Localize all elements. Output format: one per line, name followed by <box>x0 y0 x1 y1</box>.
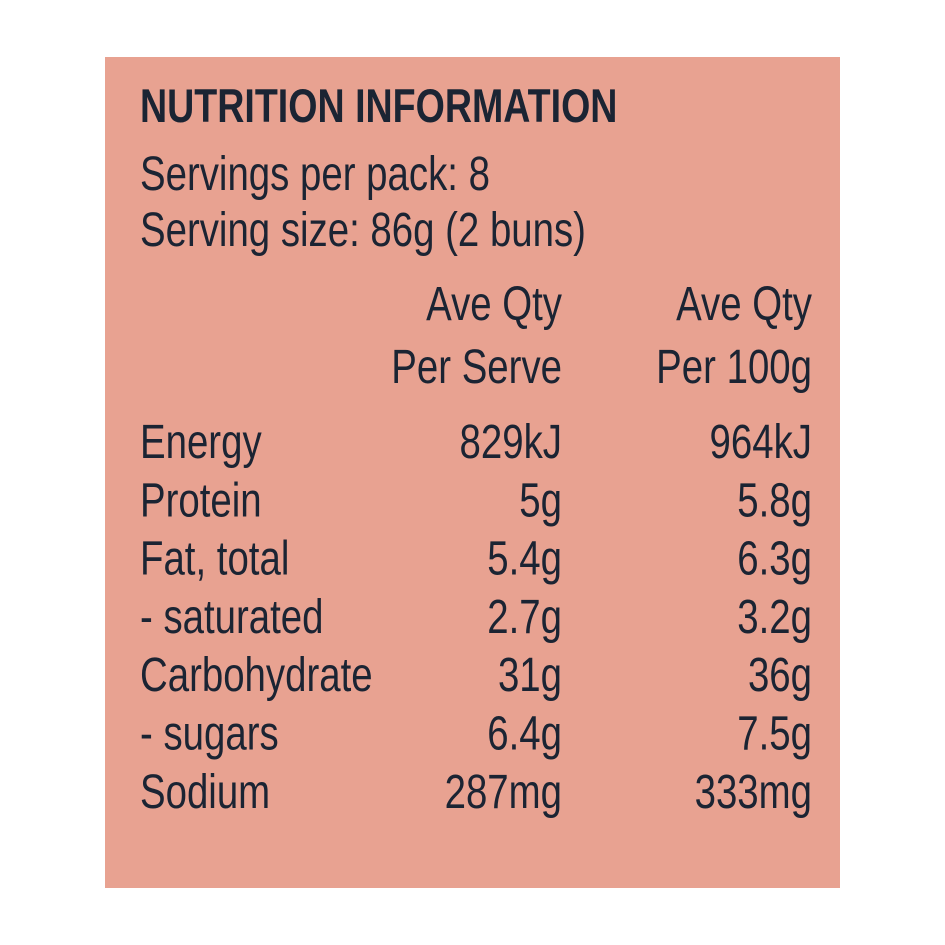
nutrient-name: Carbohydrate <box>140 649 373 702</box>
title: NUTRITION INFORMATION <box>140 80 617 133</box>
column-header: Per 100g <box>656 341 812 394</box>
column-header: Per Serve <box>391 341 562 394</box>
nutrient-name: - saturated <box>140 591 324 644</box>
column-header: Ave Qty <box>426 278 562 331</box>
value-per-100g: 964kJ <box>710 416 812 469</box>
serving-size: Serving size: 86g (2 buns) <box>140 204 586 257</box>
value-per-serve: 287mg <box>445 766 562 819</box>
nutrient-name: - sugars <box>140 708 279 761</box>
value-per-100g: 5.8g <box>737 474 812 527</box>
value-per-serve: 5g <box>519 474 562 527</box>
servings-per-pack: Servings per pack: 8 <box>140 148 490 201</box>
nutrient-name: Sodium <box>140 766 270 819</box>
value-per-serve: 5.4g <box>487 533 562 586</box>
value-per-serve: 829kJ <box>460 416 562 469</box>
value-per-serve: 31g <box>498 649 562 702</box>
value-per-100g: 6.3g <box>737 533 812 586</box>
nutrient-name: Fat, total <box>140 533 289 586</box>
nutrient-name: Energy <box>140 416 262 469</box>
value-per-100g: 36g <box>748 649 812 702</box>
value-per-serve: 2.7g <box>487 591 562 644</box>
column-header: Ave Qty <box>676 278 812 331</box>
label-content: NUTRITION INFORMATION Servings per pack:… <box>140 80 812 819</box>
nutrient-name: Protein <box>140 474 262 527</box>
value-per-100g: 7.5g <box>737 708 812 761</box>
value-per-100g: 333mg <box>695 766 812 819</box>
value-per-serve: 6.4g <box>487 708 562 761</box>
value-per-100g: 3.2g <box>737 591 812 644</box>
label-panel <box>105 57 840 888</box>
